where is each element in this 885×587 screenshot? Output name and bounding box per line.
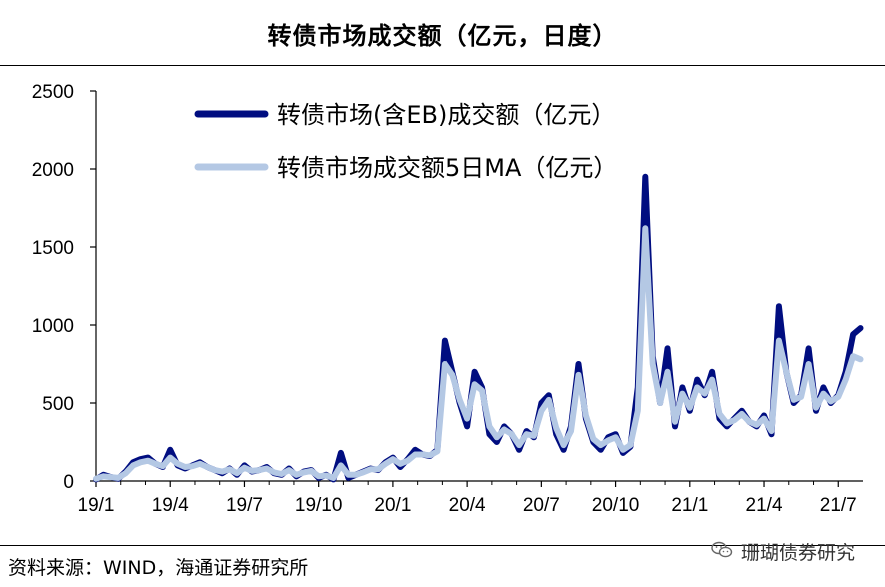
series-line	[93, 173, 864, 483]
series-1	[93, 173, 864, 483]
y-tick-label: 500	[42, 394, 74, 415]
y-tick-label: 1500	[32, 238, 74, 259]
legend: 转债市场(含EB)成交额（亿元） 转债市场成交额5日MA（亿元）	[194, 101, 617, 182]
series-layer	[93, 173, 864, 483]
x-tick-label: 19/10	[295, 495, 343, 516]
line-chart: 0 500 1000 1500 2000 2500 19/1 19/4 19/7 19/10 20/…	[32, 82, 864, 516]
title-bar: 转债市场成交额（亿元，日度）	[0, 0, 885, 66]
x-tick-label: 20/7	[523, 495, 560, 516]
x-tick-label: 19/7	[226, 495, 263, 516]
x-tick-label: 20/4	[449, 495, 486, 516]
watermark-text: 珊瑚债券研究	[740, 542, 855, 564]
x-tick-label: 20/1	[374, 495, 411, 516]
y-tick-label: 0	[63, 472, 74, 493]
y-tick-label: 2000	[32, 160, 74, 181]
wechat-icon	[711, 541, 733, 564]
y-tick-label: 1000	[32, 316, 74, 337]
footer-rule	[0, 545, 885, 546]
chart-title: 转债市场成交额（亿元，日度）	[267, 22, 618, 50]
source-note: 资料来源：WIND，海通证券研究所	[8, 557, 309, 579]
y-tick-label: 2500	[32, 82, 74, 103]
series-2	[93, 225, 864, 482]
x-tick-label: 20/10	[592, 495, 640, 516]
legend-label: 转债市场(含EB)成交额（亿元）	[277, 101, 615, 129]
watermark: 珊瑚债券研究	[711, 538, 855, 565]
x-tick-label: 19/4	[152, 495, 189, 516]
x-tick-label: 21/7	[820, 495, 857, 516]
x-tick-label: 21/4	[746, 495, 783, 516]
x-tick-label: 21/1	[671, 495, 708, 516]
legend-label: 转债市场成交额5日MA（亿元）	[277, 154, 617, 182]
axes: 0 500 1000 1500 2000 2500 19/1 19/4 19/7 19/10 20/…	[32, 82, 863, 516]
series-line	[93, 225, 864, 482]
x-tick-label: 19/1	[78, 495, 115, 516]
